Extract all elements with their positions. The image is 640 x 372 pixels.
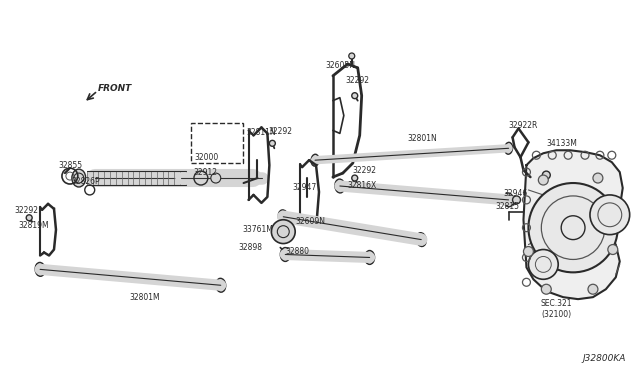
Text: 32292: 32292 [353,166,377,174]
Circle shape [590,195,630,235]
Ellipse shape [335,179,345,193]
Circle shape [513,196,520,204]
Text: 32815: 32815 [495,202,520,211]
Circle shape [349,53,355,59]
Text: 32826P: 32826P [72,177,100,186]
Ellipse shape [504,142,513,154]
Ellipse shape [416,233,426,247]
Text: 32605N: 32605N [325,61,355,70]
Circle shape [524,247,533,256]
Polygon shape [524,150,623,299]
Text: 32819M: 32819M [19,221,49,230]
Circle shape [269,140,275,146]
Circle shape [352,175,358,181]
Circle shape [271,220,295,244]
Circle shape [541,284,551,294]
Circle shape [561,216,585,240]
Ellipse shape [35,262,45,276]
Text: 33761M: 33761M [243,225,273,234]
Text: 32816X: 32816X [348,180,377,189]
Text: 32292: 32292 [346,76,370,85]
Text: J32800KA: J32800KA [582,354,626,363]
Circle shape [588,284,598,294]
Text: 32292: 32292 [268,127,292,136]
Circle shape [277,226,289,238]
Circle shape [593,173,603,183]
Bar [191,124,243,163]
Circle shape [529,250,558,279]
Circle shape [542,171,550,179]
Text: 32898: 32898 [239,243,262,252]
Text: 32811N: 32811N [246,128,276,137]
Ellipse shape [365,250,374,264]
Text: 32946: 32946 [504,189,528,198]
Circle shape [529,183,618,272]
Circle shape [608,244,618,254]
Text: 32609N: 32609N [295,217,325,226]
Circle shape [211,173,221,183]
Circle shape [598,203,621,227]
Circle shape [538,175,548,185]
Text: 32292: 32292 [14,206,38,215]
Circle shape [74,173,84,183]
Text: 32922R: 32922R [509,121,538,130]
Text: 32912: 32912 [193,168,217,177]
Text: 32801M: 32801M [129,293,160,302]
Text: 34133M: 34133M [547,139,577,148]
Ellipse shape [504,193,513,207]
Text: SEC.321
(32100): SEC.321 (32100) [540,299,572,319]
Text: 32947: 32947 [292,183,316,192]
Text: 32855: 32855 [58,161,82,170]
Ellipse shape [216,278,226,292]
Text: 32801N: 32801N [407,134,437,143]
Text: 32000: 32000 [194,153,218,162]
Ellipse shape [72,169,86,187]
Ellipse shape [278,210,288,224]
Circle shape [352,93,358,99]
Text: FRONT: FRONT [98,84,132,93]
Circle shape [26,215,32,221]
Circle shape [541,196,605,259]
Ellipse shape [280,247,290,262]
Text: 32880: 32880 [285,247,309,256]
Ellipse shape [311,154,319,166]
Circle shape [536,256,551,272]
